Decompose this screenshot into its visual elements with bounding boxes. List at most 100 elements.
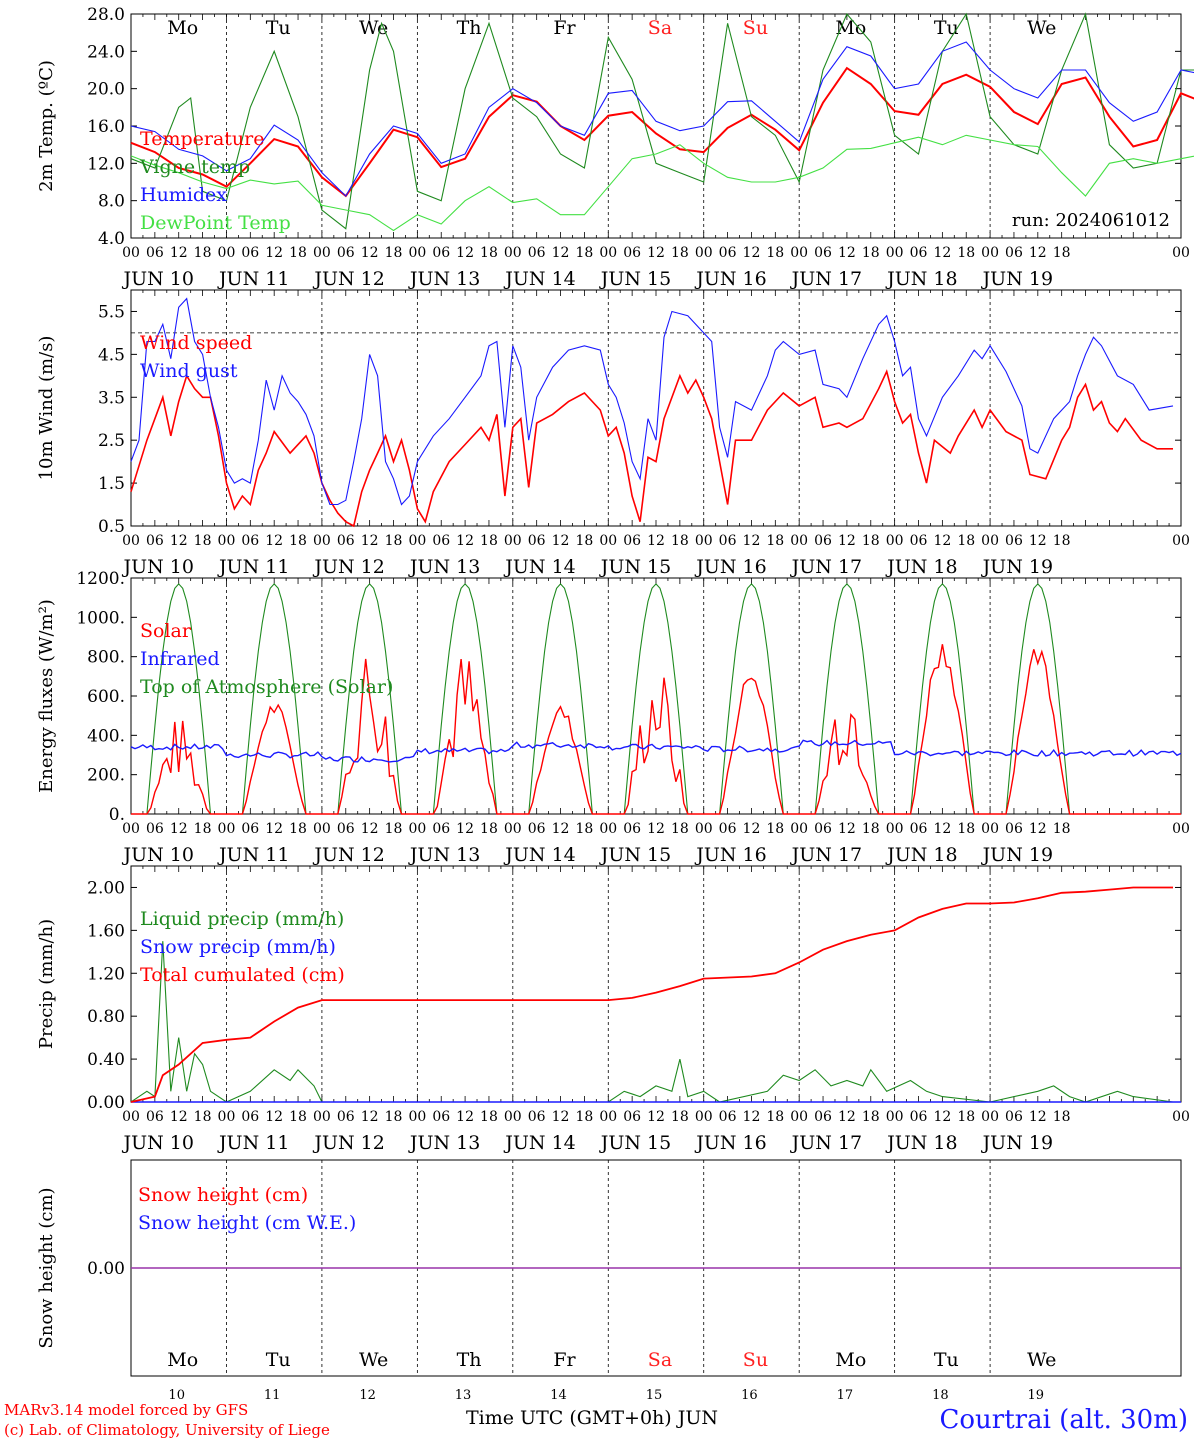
legend-entry: Snow height (cm W.E.) <box>138 1212 356 1234</box>
panel-frame <box>130 289 1182 527</box>
hour-tick-label: 00 <box>313 245 331 261</box>
hour-tick-label: 18 <box>575 245 593 261</box>
run-label: run: 2024061012 <box>1012 210 1170 231</box>
date-label: JUN 13 <box>408 556 480 578</box>
y-tick-label: 0. <box>109 805 125 825</box>
date-number: 19 <box>1028 1388 1045 1403</box>
date-label: JUN 10 <box>121 844 193 866</box>
hour-tick-label: 06 <box>623 245 641 261</box>
day-abbr: Tu <box>266 1349 291 1371</box>
hour-tick-label: 00 <box>981 1109 999 1125</box>
legend-entry: Wind gust <box>140 360 238 382</box>
hour-tick-label: 00 <box>886 1109 904 1125</box>
hour-tick-label: 00 <box>790 533 808 549</box>
hour-tick-label: 00 <box>218 245 236 261</box>
y-tick-label: 1.20 <box>87 964 125 984</box>
date-label: JUN 16 <box>694 556 766 578</box>
hour-tick-label: 12 <box>647 1109 665 1125</box>
hour-tick-label: 12 <box>552 1109 570 1125</box>
hour-tick-label: 00 <box>122 533 140 549</box>
station-title: Courtrai (alt. 30m) <box>940 1405 1189 1435</box>
hour-tick-label: 12 <box>456 245 474 261</box>
hour-tick-label: 18 <box>385 1109 403 1125</box>
hour-tick-label: 06 <box>432 821 450 837</box>
y-axis-title: 10m Wind (m/s) <box>36 336 57 481</box>
hour-tick-label: 06 <box>910 533 928 549</box>
hour-tick-label: 18 <box>1053 821 1071 837</box>
hour-tick-label: 12 <box>647 821 665 837</box>
date-label: JUN 18 <box>885 556 957 578</box>
hour-tick-label: 06 <box>719 1109 737 1125</box>
hour-tick-label: 06 <box>910 821 928 837</box>
date-label: JUN 18 <box>885 1132 957 1154</box>
hour-tick-label: 12 <box>743 1109 761 1125</box>
hour-tick-label: 00 <box>313 1109 331 1125</box>
hour-tick-label: 00 <box>122 1109 140 1125</box>
date-label: JUN 18 <box>885 268 957 290</box>
hour-tick-label: 00 <box>599 1109 617 1125</box>
y-tick-label: 1.5 <box>98 474 125 494</box>
hour-tick-label: 06 <box>814 245 832 261</box>
date-label: JUN 15 <box>599 1132 671 1154</box>
date-label: JUN 12 <box>312 556 384 578</box>
hour-tick-label: 12 <box>265 1109 283 1125</box>
hour-tick-label: 12 <box>743 821 761 837</box>
hour-tick-label: 18 <box>289 821 307 837</box>
x-axis-title: Time UTC (GMT+0h) JUN <box>466 1407 718 1429</box>
date-number: 10 <box>168 1388 185 1403</box>
y-tick-label: 24.0 <box>87 42 125 62</box>
date-number: 11 <box>264 1388 281 1403</box>
y-tick-label: 3.5 <box>98 388 125 408</box>
date-label: JUN 17 <box>790 1132 862 1154</box>
hour-tick-label: 06 <box>337 533 355 549</box>
date-label: JUN 17 <box>790 844 862 866</box>
date-label: JUN 19 <box>981 844 1053 866</box>
panel-3 <box>130 577 1182 815</box>
date-label: JUN 13 <box>408 844 480 866</box>
hour-tick-label: 12 <box>552 533 570 549</box>
hour-tick-label: 00 <box>599 533 617 549</box>
hour-tick-label: 00 <box>886 533 904 549</box>
series-line-top-of-atmosphere <box>131 583 1181 815</box>
hour-tick-label: 00 <box>981 821 999 837</box>
y-tick-label: 1.60 <box>87 921 125 941</box>
y-tick-label: 2.00 <box>87 878 125 898</box>
y-tick-label: 4.5 <box>98 345 125 365</box>
hour-tick-label: 06 <box>432 1109 450 1125</box>
hour-tick-label: 00 <box>695 1109 713 1125</box>
day-abbr: Su <box>743 1349 768 1371</box>
panel-frame <box>130 13 1182 239</box>
hour-tick-label: 18 <box>575 533 593 549</box>
y-tick-label: 400. <box>87 726 125 746</box>
hour-tick-label: 12 <box>1029 821 1047 837</box>
y-tick-label: 28.0 <box>87 5 125 25</box>
hour-tick-label: 12 <box>838 821 856 837</box>
hour-tick-label: 00 <box>408 533 426 549</box>
hour-tick-label: 12 <box>170 1109 188 1125</box>
hour-tick-label: 12 <box>1029 245 1047 261</box>
y-tick-label: 4.0 <box>98 229 125 249</box>
date-label: JUN 11 <box>217 1132 289 1154</box>
hour-tick-label: 12 <box>933 533 951 549</box>
hour-tick-label: 06 <box>1005 533 1023 549</box>
hour-tick-label: 06 <box>814 1109 832 1125</box>
date-label: JUN 14 <box>503 844 575 866</box>
legend-entry: Temperature <box>140 128 264 150</box>
date-number: 15 <box>646 1388 663 1403</box>
hour-tick-label: 18 <box>289 245 307 261</box>
hour-tick-label: 18 <box>1053 1109 1071 1125</box>
hour-tick-label: 12 <box>361 533 379 549</box>
hour-tick-label: 18 <box>957 1109 975 1125</box>
y-tick-label: 0.00 <box>87 1093 125 1113</box>
y-axis-title: Snow height (cm) <box>36 1187 57 1348</box>
y-tick-label: 200. <box>87 766 125 786</box>
series-line-dewpoint-temp <box>130 134 1194 232</box>
hour-tick-label: 00 <box>1172 821 1190 837</box>
series-line-temperature <box>130 66 1194 198</box>
legend-entry: Wind speed <box>140 332 252 354</box>
hour-tick-label: 12 <box>361 245 379 261</box>
hour-tick-label: 18 <box>1053 533 1071 549</box>
series-line-wind-speed <box>130 369 1173 528</box>
hour-tick-label: 00 <box>886 821 904 837</box>
legend-entry: Snow height (cm) <box>138 1184 308 1206</box>
